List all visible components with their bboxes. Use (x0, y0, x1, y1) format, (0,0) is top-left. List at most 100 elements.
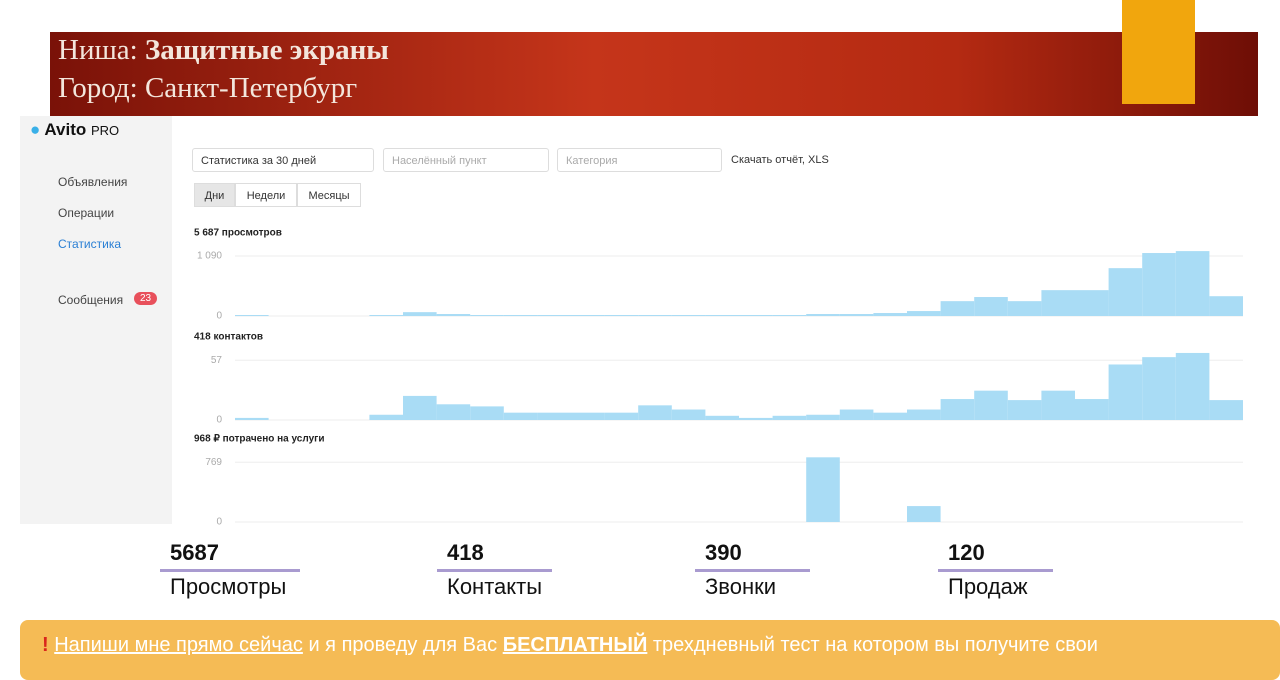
bar (940, 399, 975, 420)
bar (907, 311, 941, 316)
menu-item[interactable]: Объявления (58, 175, 128, 189)
bar (403, 312, 437, 316)
bar (638, 405, 672, 420)
underline (938, 569, 1053, 572)
bar (873, 313, 907, 316)
bar (369, 315, 403, 316)
underline (437, 569, 552, 572)
tab[interactable]: Недели (235, 183, 297, 207)
download[interactable]: Скачать отчёт, XLS (731, 154, 829, 166)
underline (695, 569, 810, 572)
menu-item[interactable]: Операции (58, 206, 115, 220)
bar (907, 506, 941, 522)
y-tick-label: 1 090 (197, 251, 222, 262)
bar (235, 417, 269, 420)
bar (806, 457, 840, 522)
bar (739, 417, 773, 420)
bar (537, 412, 571, 420)
chart-title: 5 687 просмотров (194, 228, 282, 239)
bar (772, 315, 807, 316)
bar (470, 406, 504, 420)
stat-value: 390 (705, 540, 742, 565)
bar (1142, 357, 1176, 420)
stat-label: Звонки (705, 574, 777, 599)
chart-title: 418 контактов (194, 332, 263, 343)
badge: 23 (134, 292, 158, 305)
bar (604, 412, 639, 420)
bar (839, 314, 874, 316)
bar (974, 297, 1008, 316)
bar (671, 409, 706, 420)
bar (839, 409, 874, 420)
decor (1122, 0, 1195, 104)
bar (1075, 399, 1109, 420)
bar (571, 315, 605, 316)
free: БЕСПЛАТНЫЙ (502, 634, 648, 656)
bar (1075, 290, 1109, 316)
text: трехдневный тест на котором вы получите … (647, 634, 1098, 656)
bar (470, 315, 504, 316)
tab[interactable]: Месяцы (297, 183, 361, 207)
text: и я проведу для Вас (302, 634, 503, 656)
bar (806, 414, 840, 420)
bar (705, 315, 739, 316)
city: Город: Санкт-Петербург (58, 72, 358, 104)
bar (1108, 268, 1143, 316)
tab[interactable]: Дни (194, 183, 235, 207)
logo-pro: PRO (90, 123, 120, 138)
bar (436, 404, 471, 420)
bar (571, 412, 605, 420)
bar (604, 315, 639, 316)
charts: 5 687 просмотров 0 1 090 418 контактов 0 57 96… (194, 228, 1243, 528)
bar (1175, 251, 1210, 316)
bar (806, 314, 840, 316)
bar (1142, 253, 1176, 316)
bar (235, 315, 269, 316)
menu-item[interactable]: Сообщения (58, 293, 124, 307)
y-tick-label: 769 (205, 457, 222, 468)
banner: ! Напиши мне прямо сейчас и я проведу дл… (20, 620, 1280, 680)
stat-label: Контакты (447, 574, 543, 599)
bar (907, 409, 941, 420)
mark: ! (42, 634, 49, 656)
niche: Защитные экраны (144, 34, 389, 66)
bar (1175, 352, 1210, 420)
bar (739, 315, 773, 316)
sidebar: ● Avito PRO Объявления Операции Статисти… (20, 116, 172, 524)
underline (160, 569, 300, 572)
bar (1007, 400, 1042, 420)
dropdown[interactable]: Населённый пункт (383, 148, 549, 172)
menu-item[interactable]: Статистика (58, 237, 122, 251)
bar (436, 314, 471, 316)
dropdown[interactable]: Категория (557, 148, 722, 172)
stat-label: Продаж (948, 574, 1028, 599)
bar (772, 415, 807, 420)
bar (1041, 290, 1075, 316)
bar (1209, 400, 1243, 420)
stat-value: 418 (447, 540, 484, 565)
y-tick-label: 0 (216, 311, 222, 322)
y-tick-label: 0 (216, 517, 222, 528)
bar (940, 301, 975, 316)
bar (671, 315, 706, 316)
dropdown[interactable]: Статистика за 30 дней (192, 148, 374, 172)
bar (369, 414, 403, 420)
y-tick-label: 0 (216, 415, 222, 426)
bar (705, 415, 739, 420)
bar (537, 315, 571, 316)
bar (974, 390, 1008, 420)
bar (638, 315, 672, 316)
stat-value: 120 (948, 540, 985, 565)
bar (1209, 296, 1243, 316)
bar (1108, 364, 1143, 420)
bar (503, 412, 538, 420)
stat-label: Просмотры (170, 574, 287, 599)
bar (503, 315, 538, 316)
bar (873, 412, 907, 420)
niche-label: Ниша: (58, 34, 145, 66)
bar (1041, 390, 1075, 420)
link[interactable]: Напиши мне прямо сейчас (54, 634, 303, 656)
header: Ниша: Защитные экраны Город: Санкт-Петер… (50, 32, 1258, 116)
stat-value: 5687 (170, 540, 219, 565)
